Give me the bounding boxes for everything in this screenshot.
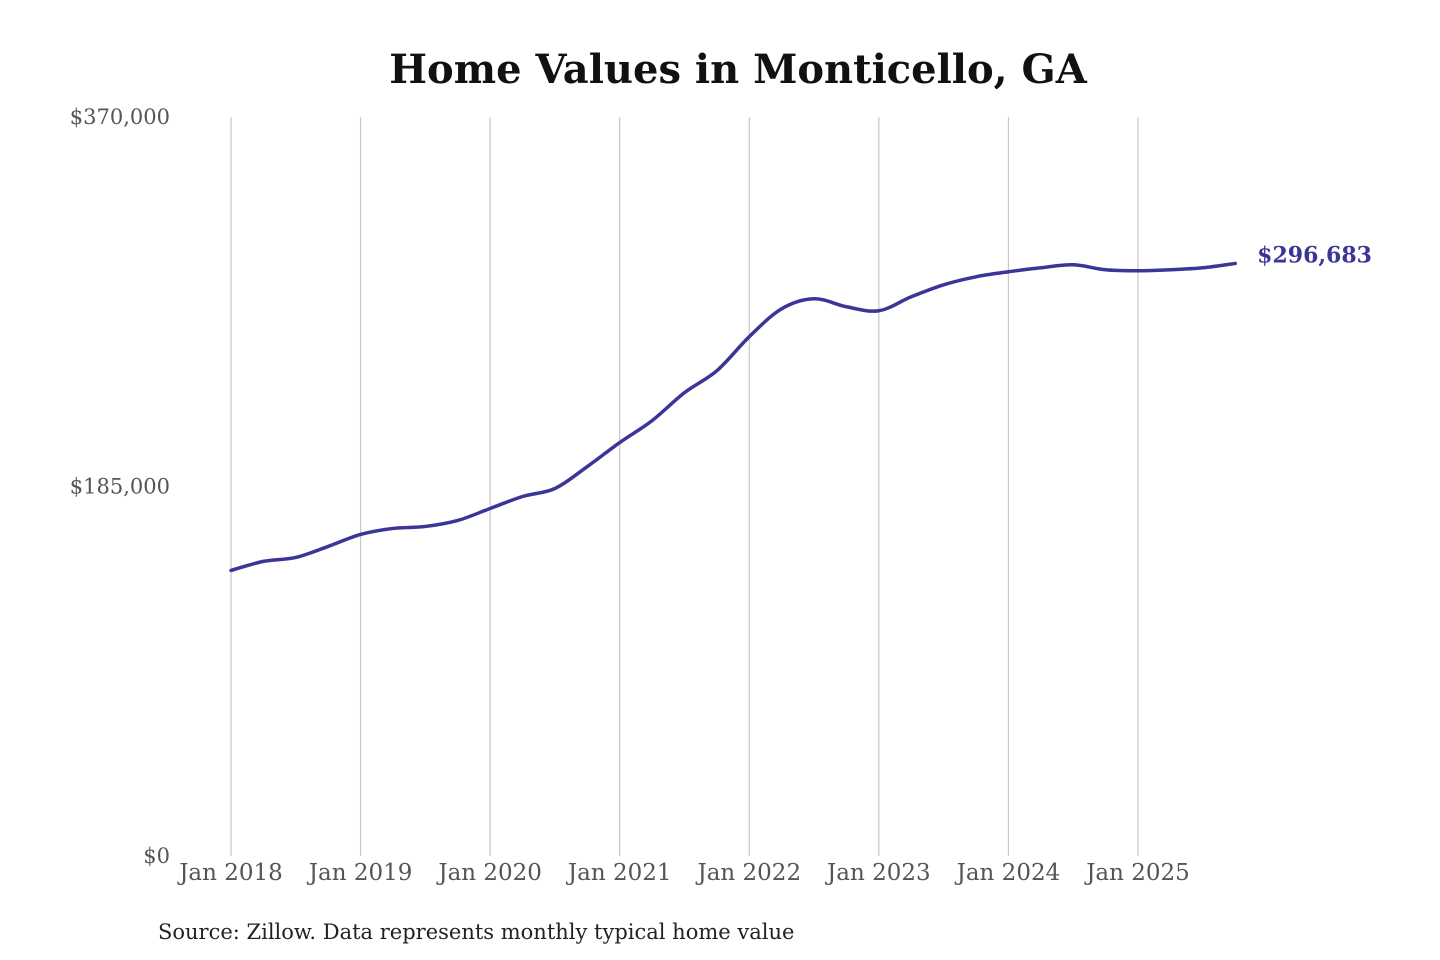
gridlines (230, 117, 1139, 856)
x-tick-label: Jan 2022 (695, 860, 801, 886)
data-point (844, 305, 848, 309)
data-point (1039, 266, 1043, 270)
y-tick-label: $0 (143, 844, 170, 868)
x-tick-label: Jan 2021 (566, 860, 672, 886)
data-point (553, 487, 557, 491)
y-tick-label: $370,000 (70, 105, 170, 129)
y-axis-ticks: $370,000 $185,000 $0 (70, 105, 170, 868)
data-point (1104, 268, 1108, 272)
data-point (747, 335, 751, 339)
data-point (1201, 266, 1205, 270)
y-tick-label: $185,000 (70, 475, 170, 499)
data-point (1006, 270, 1010, 274)
x-tick-label: Jan 2020 (436, 860, 542, 886)
data-point (683, 391, 687, 395)
data-point (294, 555, 298, 559)
chart-title: Home Values in Monticello, GA (389, 46, 1087, 93)
data-point (1168, 268, 1172, 272)
data-point (585, 465, 589, 469)
data-point (229, 568, 233, 572)
data-point (909, 295, 913, 299)
end-value-label: $296,683 (1257, 242, 1372, 268)
data-point (1136, 269, 1140, 273)
data-point (942, 283, 946, 287)
data-point (261, 559, 265, 563)
data-point (423, 524, 427, 528)
data-point (780, 307, 784, 311)
data-point (1071, 263, 1075, 267)
x-tick-label: Jan 2023 (825, 860, 931, 886)
x-tick-label: Jan 2018 (177, 860, 283, 886)
data-point (974, 275, 978, 279)
data-point (521, 494, 525, 498)
x-tick-label: Jan 2025 (1084, 860, 1190, 886)
x-tick-label: Jan 2019 (307, 860, 413, 886)
data-point (877, 309, 881, 313)
data-point (1233, 261, 1237, 265)
data-point (391, 526, 395, 530)
source-note: Source: Zillow. Data represents monthly … (158, 920, 794, 944)
data-point (456, 518, 460, 522)
data-point (650, 419, 654, 423)
data-point (359, 532, 363, 536)
x-axis-ticks: Jan 2018 Jan 2019 Jan 2020 Jan 2021 Jan 2022… (177, 860, 1190, 886)
series-line (229, 261, 1237, 573)
series-layer: $296,683 (229, 242, 1372, 573)
data-point (326, 544, 330, 548)
x-tick-label: Jan 2024 (955, 860, 1061, 886)
data-point (715, 369, 719, 373)
data-point (488, 506, 492, 510)
data-point (812, 297, 816, 301)
data-point (618, 441, 622, 445)
